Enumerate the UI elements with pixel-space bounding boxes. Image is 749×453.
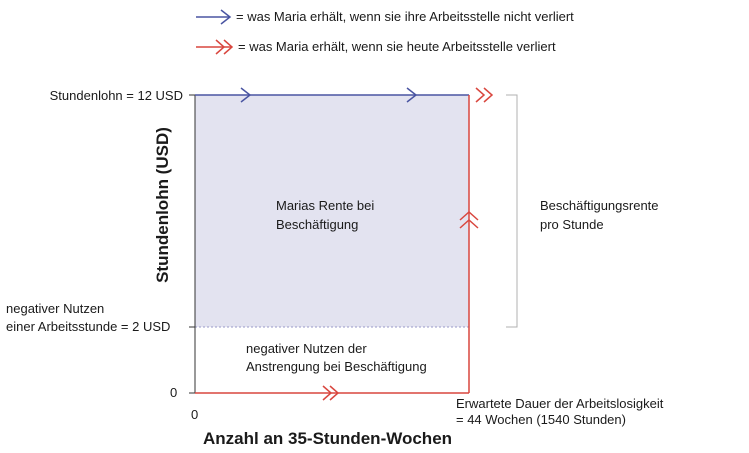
y-tick-label-zero: 0 <box>170 385 178 400</box>
x-tick-label-duration-line1: Erwartete Dauer der Arbeitslosigkeit <box>456 396 664 411</box>
y-tick-label-disutility-line1: negativer Nutzen <box>6 301 105 316</box>
bracket-label-line2: pro Stunde <box>540 217 604 232</box>
bracket-label-line1: Beschäftigungsrente <box>540 198 659 213</box>
legend-red-label: = was Maria erhält, wenn sie heute Arbei… <box>238 39 556 54</box>
x-tick-label-zero: 0 <box>191 407 199 422</box>
legend-blue-label: = was Maria erhält, wenn sie ihre Arbeit… <box>236 9 574 24</box>
legend-red-arrow-icon <box>215 39 234 55</box>
employment-rent-bracket <box>506 94 518 328</box>
y-axis-title: Stundenlohn (USD) <box>153 127 172 283</box>
rent-region <box>195 95 469 327</box>
x-tick-label-duration-line2: = 44 Wochen (1540 Stunden) <box>456 412 626 427</box>
x-axis-title: Anzahl an 35-Stunden-Wochen <box>203 429 453 448</box>
red-double-arrow-vertical <box>459 210 479 229</box>
disutility-region-label-line2: Anstrengung bei Beschäftigung <box>246 359 427 374</box>
rent-region-label-line1: Marias Rente bei <box>276 198 375 213</box>
disutility-region-label-line1: negativer Nutzen der <box>246 341 367 356</box>
legend-blue-arrow-icon <box>220 9 232 25</box>
y-tick-label-wage: Stundenlohn = 12 USD <box>49 88 183 103</box>
blue-arrow-1 <box>240 87 252 103</box>
y-tick-label-disutility-line2: einer Arbeitsstunde = 2 USD <box>6 319 171 334</box>
blue-arrow-2 <box>406 87 418 103</box>
rent-region-label-line2: Beschäftigung <box>276 217 359 232</box>
red-double-arrow-bottom <box>322 385 340 401</box>
red-double-arrow-top <box>475 87 494 103</box>
